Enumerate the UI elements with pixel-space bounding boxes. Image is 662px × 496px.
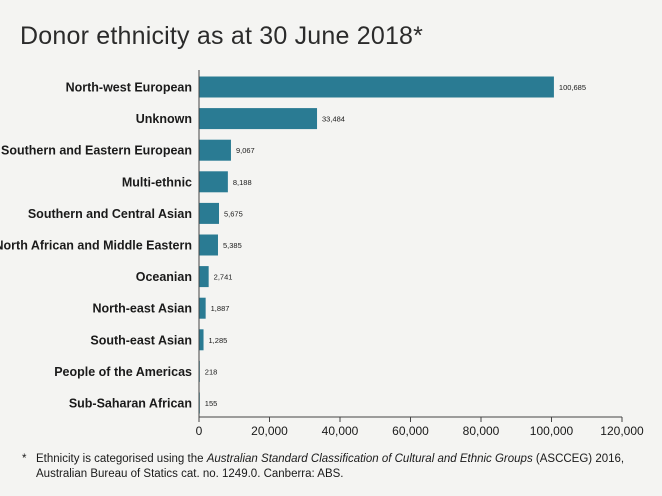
- value-label: 155: [205, 399, 218, 408]
- category-label: Sub-Saharan African: [69, 397, 192, 411]
- bar: [199, 171, 228, 193]
- footnote-marker: *: [22, 453, 27, 465]
- value-label: 218: [205, 367, 218, 376]
- category-label: Multi-ethnic: [122, 175, 192, 189]
- bar: [199, 266, 209, 288]
- bar: [199, 76, 554, 98]
- category-label: North-west European: [66, 81, 192, 95]
- category-label: People of the Americas: [54, 365, 192, 379]
- x-tick-label: 20,000: [251, 424, 288, 438]
- x-tick-label: 120,000: [600, 424, 644, 438]
- category-label: Unknown: [136, 112, 192, 126]
- category-label: Southern and Central Asian: [28, 207, 192, 221]
- value-label: 5,385: [223, 241, 242, 250]
- footnote-text-italic: Australian Standard Classification of Cu…: [206, 453, 533, 465]
- footnote: * Ethnicity is categorised using the Aus…: [22, 452, 647, 482]
- footnote-text-after: (ASCCEG) 2016, Australian Bureau of Stat…: [36, 453, 625, 480]
- category-label: Southern and Eastern European: [1, 144, 192, 158]
- category-label: South-east Asian: [90, 333, 192, 347]
- x-tick-label: 0: [196, 424, 203, 438]
- bar: [199, 202, 220, 224]
- x-tick-label: 100,000: [530, 424, 574, 438]
- bar: [199, 139, 231, 161]
- bar: [199, 329, 204, 351]
- value-label: 2,741: [214, 273, 233, 282]
- footnote-text-before: Ethnicity is categorised using the: [36, 453, 207, 465]
- bar: [199, 234, 218, 256]
- value-label: 100,685: [559, 83, 586, 92]
- value-label: 8,188: [233, 178, 252, 187]
- category-labels-group: North-west European Unknown Southern and E…: [0, 81, 192, 411]
- axes-group: 0 20,000 40,000 60,000 80,000 100,000 120,000: [196, 70, 644, 438]
- value-label: 9,067: [236, 146, 255, 155]
- bar: [199, 297, 206, 319]
- category-label: North African and Middle Eastern: [0, 239, 192, 253]
- category-label: Oceanian: [136, 270, 192, 284]
- x-tick-label: 60,000: [392, 424, 429, 438]
- chart-title: Donor ethnicity as at 30 June 2018*: [20, 22, 424, 50]
- category-label: North-east Asian: [92, 302, 192, 316]
- bars-group: [199, 76, 554, 414]
- value-label: 1,887: [211, 304, 230, 313]
- value-labels-group: 100,685 33,484 9,067 8,188 5,675 5,385 2,741 1,…: [205, 83, 586, 408]
- x-tick-label: 40,000: [322, 424, 359, 438]
- x-tick-label: 80,000: [463, 424, 500, 438]
- value-label: 5,675: [224, 209, 243, 218]
- value-label: 33,484: [322, 115, 345, 124]
- value-label: 1,285: [209, 336, 228, 345]
- bar: [199, 108, 318, 130]
